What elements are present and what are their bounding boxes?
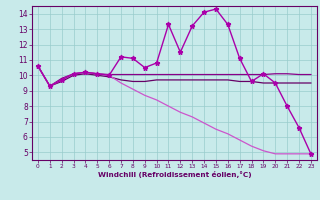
X-axis label: Windchill (Refroidissement éolien,°C): Windchill (Refroidissement éolien,°C) xyxy=(98,171,251,178)
